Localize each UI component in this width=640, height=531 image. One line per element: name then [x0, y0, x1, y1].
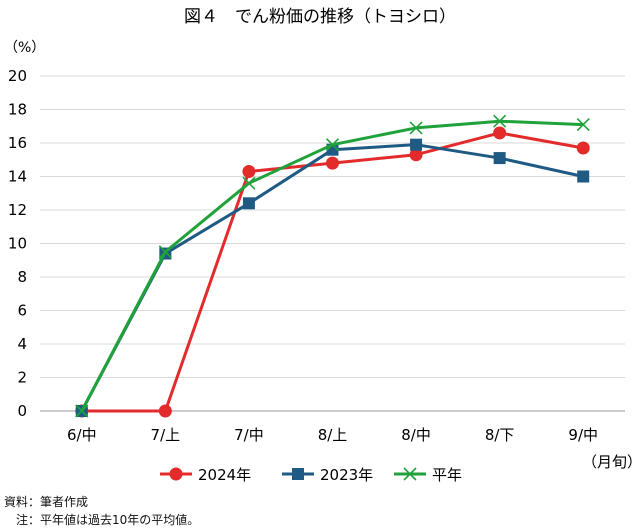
- data-point: [326, 156, 339, 170]
- series-0: [75, 126, 590, 418]
- data-point: [410, 138, 423, 151]
- data-point: [576, 118, 590, 132]
- y-tick-label: 20: [8, 67, 27, 85]
- data-point: [576, 141, 590, 155]
- y-tick-label: 8: [17, 268, 27, 286]
- y-tick-label: 2: [17, 369, 27, 387]
- data-point: [75, 404, 89, 418]
- x-tick-label: 8/上: [318, 426, 348, 444]
- data-point: [242, 197, 255, 210]
- y-axis-label: （%）: [4, 40, 45, 56]
- legend-label: 2024年: [198, 466, 251, 484]
- x-tick-label: 8/中: [401, 426, 431, 444]
- data-point: [493, 126, 507, 140]
- legend-item: 2023年: [282, 466, 373, 484]
- legend: 2024年 2023年 平年: [160, 466, 462, 484]
- x-tick-labels: 6/中 7/上 7/中 8/上 8/中 8/下 9/中: [67, 426, 598, 444]
- series-2: [75, 114, 590, 418]
- y-tick-label: 6: [17, 302, 27, 320]
- data-point: [242, 164, 256, 178]
- chart-title: 図４ でん粉価の推移（トヨシロ）: [184, 7, 456, 27]
- legend-item: 平年: [394, 466, 462, 484]
- footnote: 注：平年値は過去10年の平均値。: [4, 513, 200, 527]
- series-line: [80, 143, 584, 412]
- legend-label: 2023年: [320, 466, 373, 484]
- data-point: [169, 467, 183, 481]
- data-point: [158, 404, 172, 418]
- x-tick-label: 6/中: [67, 426, 97, 444]
- data-point: [577, 170, 590, 183]
- x-tick-label: 7/上: [151, 426, 181, 444]
- x-tick-label: 9/中: [568, 426, 598, 444]
- y-tick-label: 4: [17, 335, 27, 353]
- data-point: [158, 245, 172, 259]
- data-point: [493, 152, 506, 165]
- y-tick-label: 14: [8, 168, 27, 186]
- x-tick-label: 8/下: [485, 426, 515, 444]
- data-point: [325, 138, 340, 152]
- y-tick-label: 18: [8, 101, 27, 119]
- y-tick-label: 12: [8, 201, 27, 219]
- series-group: [75, 114, 590, 418]
- legend-item: 2024年: [160, 466, 251, 484]
- legend-label: 平年: [432, 466, 462, 484]
- gridlines: [40, 75, 625, 412]
- y-tick-labels: 0 2 4 6 8 10 12 14 16 18 20: [8, 67, 27, 420]
- x-axis-label: （月旬）: [582, 453, 640, 471]
- data-point: [409, 121, 423, 135]
- y-tick-label: 0: [17, 402, 27, 420]
- data-point: [292, 468, 304, 480]
- x-tick-label: 7/中: [234, 426, 264, 444]
- y-tick-label: 16: [8, 134, 27, 152]
- data-point: [403, 467, 417, 481]
- source-note: 資料：筆者作成: [4, 495, 89, 509]
- data-point: [493, 114, 507, 128]
- y-tick-label: 10: [8, 235, 27, 253]
- data-point: [242, 176, 256, 190]
